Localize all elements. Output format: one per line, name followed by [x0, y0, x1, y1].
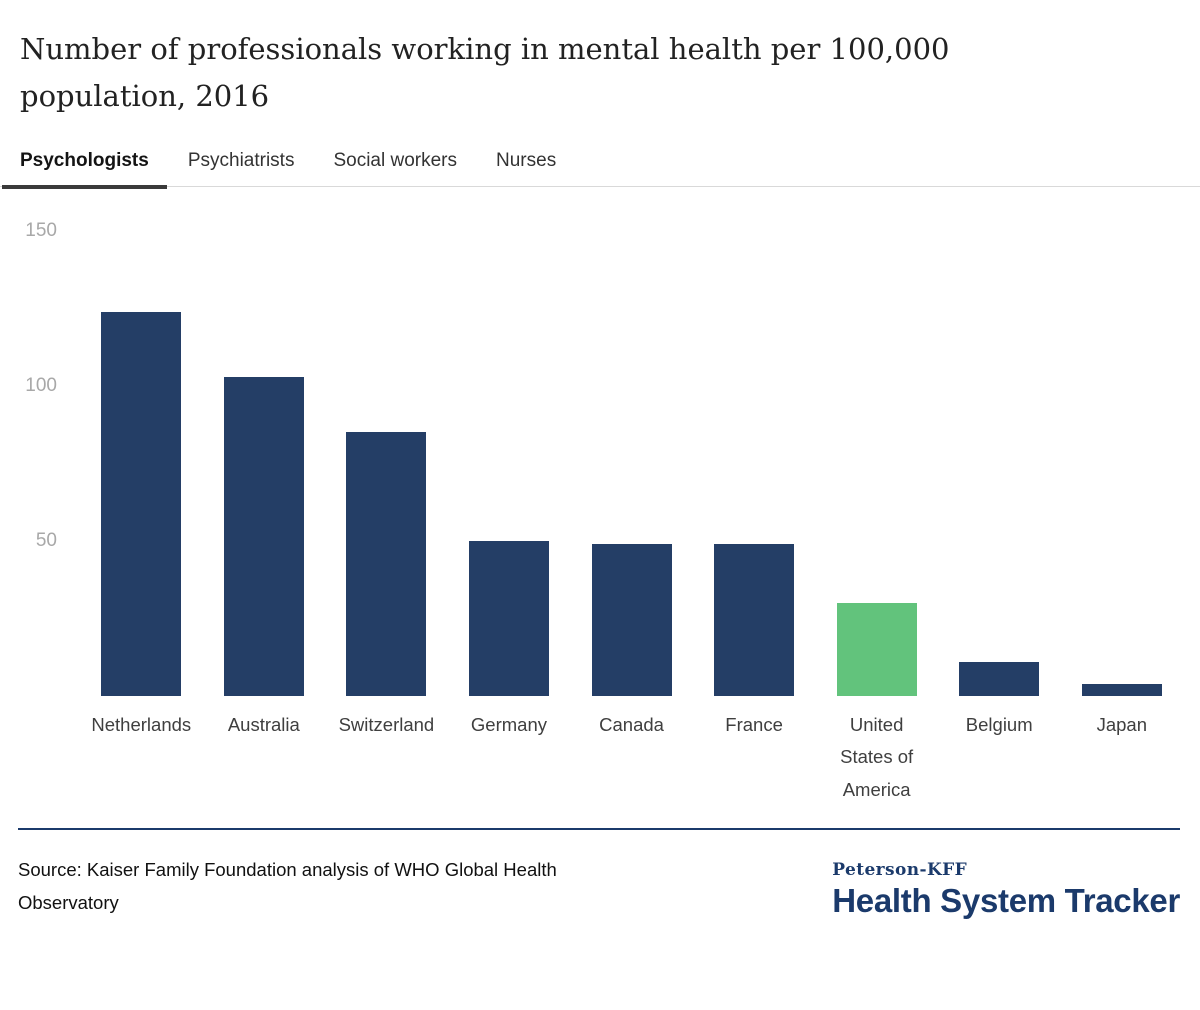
logo-peterson-kff-text: Peterson-KFF: [832, 860, 968, 881]
bar-belgium[interactable]: [959, 661, 1040, 696]
category-label-belgium: Belgium: [965, 713, 1033, 735]
bar-column: [693, 231, 816, 696]
tab-psychiatrists[interactable]: Psychiatrists: [187, 149, 295, 171]
category-labels: Netherlands Australia Switzerland Germany Ca…: [80, 709, 1183, 806]
peterson-kff-logo: Peterson-KFF Health System Tracker: [832, 854, 1180, 920]
bar-france[interactable]: [714, 544, 795, 696]
y-tick-label: 50: [35, 529, 57, 551]
tab-psychologists[interactable]: Psychologists: [2, 138, 167, 189]
category-label-france: France: [725, 713, 783, 735]
bar-canada[interactable]: [591, 544, 672, 696]
category-label-netherlands: Netherlands: [91, 713, 192, 735]
page-title: Number of professionals working in menta…: [20, 32, 950, 113]
bar-column: [203, 231, 326, 696]
bar-column: [938, 231, 1061, 696]
y-tick-label: 150: [25, 219, 57, 241]
bar-germany[interactable]: [468, 540, 549, 696]
tab-nurses[interactable]: Nurses: [496, 149, 557, 171]
bar-column: [80, 231, 203, 696]
category-label-switzerland: Switzerland: [338, 713, 435, 735]
kff-mental-health-chart-page: Number of professionals working in menta…: [0, 26, 1200, 920]
bar-column: [570, 231, 693, 696]
bar-japan[interactable]: [1081, 683, 1162, 696]
tab-bar: Psychologists Psychiatrists Social workers…: [0, 138, 1200, 189]
bar-column: [325, 231, 448, 696]
category-label-japan: Japan: [1096, 713, 1147, 735]
bar-united-states-of-america[interactable]: [836, 602, 917, 696]
category-label-australia: Australia: [227, 713, 300, 735]
bar-australia[interactable]: [223, 376, 304, 696]
plot-area: [80, 231, 1183, 696]
category-label-united-states-of-america: United States of America: [840, 713, 914, 800]
y-tick-label: 100: [25, 374, 57, 396]
logo-health-system-tracker-text: Health System Tracker: [832, 882, 1180, 920]
source-note: Source: Kaiser Family Foundation analysi…: [18, 859, 557, 913]
bar-netherlands[interactable]: [101, 311, 182, 696]
bar-switzerland[interactable]: [346, 432, 427, 696]
tab-social-workers[interactable]: Social workers: [333, 149, 458, 171]
chart: 150 100 50: [0, 220, 1200, 696]
bar-column: [448, 231, 571, 696]
category-label-germany: Germany: [470, 713, 547, 735]
footer: Source: Kaiser Family Foundation analysi…: [0, 830, 1200, 920]
footer-divider: [18, 828, 1180, 831]
bar-column: [1061, 231, 1184, 696]
bar-column: [815, 231, 938, 696]
category-label-canada: Canada: [599, 713, 664, 735]
